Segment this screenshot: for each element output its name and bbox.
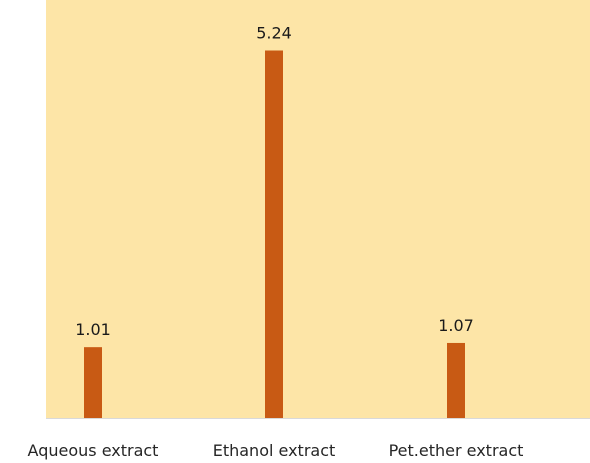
x-tick-label: Aqueous extract (28, 441, 159, 460)
data-label: 1.01 (75, 320, 111, 339)
bar (84, 347, 102, 418)
data-label: 1.07 (438, 316, 474, 335)
bar (265, 50, 283, 418)
bars-group (84, 50, 465, 418)
x-tick-labels-group: Aqueous extract Ethanol extract Pet.ether … (28, 441, 524, 460)
plot-area-background (46, 0, 590, 418)
x-tick-label: Pet.ether extract (389, 441, 524, 460)
bar (447, 342, 465, 418)
data-label: 5.24 (256, 23, 292, 42)
data-labels-group: 1.01 5.24 1.07 (75, 23, 474, 339)
x-tick-label: Ethanol extract (213, 441, 336, 460)
